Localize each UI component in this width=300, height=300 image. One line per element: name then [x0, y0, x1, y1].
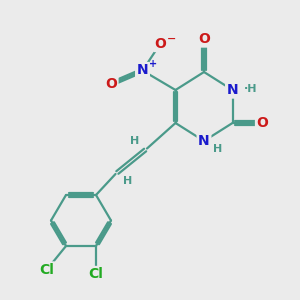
Text: +: +: [149, 59, 157, 70]
Text: H: H: [124, 176, 133, 186]
Text: H: H: [130, 136, 139, 146]
Text: N: N: [137, 64, 148, 77]
Text: Cl: Cl: [39, 263, 54, 277]
Text: N: N: [198, 134, 210, 148]
Text: Cl: Cl: [88, 268, 104, 281]
Text: O: O: [105, 77, 117, 91]
Text: H: H: [213, 144, 222, 154]
Text: N: N: [227, 83, 238, 97]
Text: O: O: [154, 37, 166, 50]
Text: −: −: [167, 34, 176, 44]
Text: O: O: [256, 116, 268, 130]
Text: ·H: ·H: [244, 83, 257, 94]
Text: O: O: [198, 32, 210, 46]
